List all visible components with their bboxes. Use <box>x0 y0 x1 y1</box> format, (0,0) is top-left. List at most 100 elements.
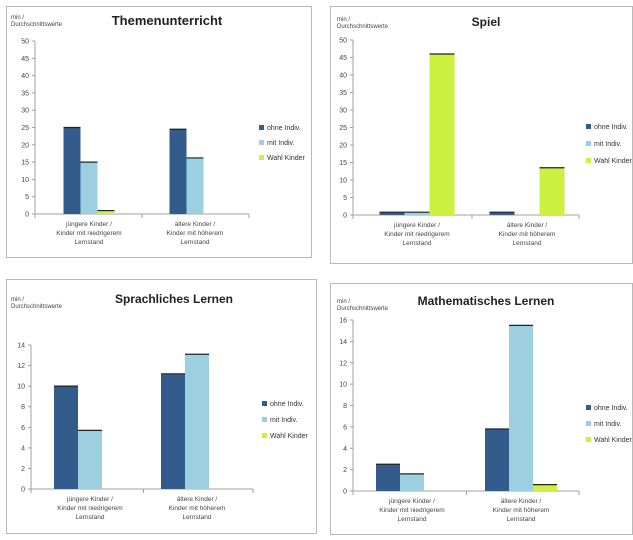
bar-ohne-indiv-2 <box>161 373 185 489</box>
y-tick-label: 5 <box>343 195 347 202</box>
legend-label-mit-indiv: mit Indiv. <box>594 421 622 428</box>
y-tick-label: 20 <box>21 142 29 149</box>
legend-swatch-mit-indiv <box>259 140 264 145</box>
bar-ohne-indiv-2 <box>485 429 509 491</box>
y-tick-label: 14 <box>17 343 25 350</box>
bar-ohne-indiv-2 <box>489 212 515 215</box>
legend-label-mit-indiv: mit Indiv. <box>267 140 295 147</box>
y-tick-label: 10 <box>339 178 347 185</box>
chart-panel-sprachliches-lernen: Sprachliches Lernen min / Durchschnittswer… <box>6 279 317 534</box>
y-axis-label: min / <box>337 17 350 23</box>
x-category-label: Kinder mit niedrigerem <box>379 507 444 514</box>
chart-title: Mathematisches Lernen <box>418 294 555 308</box>
y-tick-label: 8 <box>343 403 347 410</box>
x-category-label: Lernstand <box>398 516 427 523</box>
y-tick-label: 0 <box>343 213 347 220</box>
y-tick-label: 40 <box>339 73 347 80</box>
y-tick-label: 40 <box>21 73 29 80</box>
legend-swatch-wahl-kinder <box>262 433 267 438</box>
y-axis-label: Durchschnittswerte <box>11 22 63 28</box>
y-tick-label: 16 <box>339 318 347 325</box>
legend-label-ohne-indiv: ohne Indiv. <box>594 405 628 412</box>
x-category-label: ältere Kinder / <box>177 496 218 503</box>
chart-panel-spiel: Spiel min / Durchschnittswerte 0 5 10 15 20 25 30… <box>330 6 633 264</box>
bar-wahl-kinder-2 <box>539 167 565 215</box>
bar-mit-indiv-2 <box>185 354 209 489</box>
legend-swatch-wahl-kinder <box>586 437 591 442</box>
x-category-label: jüngere Kinder / <box>66 496 113 503</box>
x-category-label: Kinder mit niedrigerem <box>56 230 121 237</box>
bar-ohne-indiv-1 <box>379 212 405 215</box>
y-tick-label: 15 <box>21 160 29 167</box>
y-tick-label: 12 <box>339 360 347 367</box>
y-tick-label: 0 <box>21 487 25 494</box>
legend-swatch-ohne-indiv <box>586 405 591 410</box>
bar-mit-indiv-2 <box>509 325 533 491</box>
y-tick-label: 50 <box>339 38 347 45</box>
legend-swatch-mit-indiv <box>586 141 591 146</box>
legend-label-ohne-indiv: ohne Indiv. <box>267 125 301 132</box>
bar-ohne-indiv-1 <box>54 386 78 489</box>
y-tick-label: 45 <box>339 55 347 62</box>
y-tick-label: 2 <box>343 467 347 474</box>
y-tick-label: 35 <box>21 90 29 97</box>
y-tick-label: 10 <box>339 382 347 389</box>
chart-panel-themenunterricht: Themenunterricht min / Durchschnittswerte 0… <box>6 6 312 258</box>
legend-swatch-mit-indiv <box>586 421 591 426</box>
y-tick-label: 12 <box>17 363 25 370</box>
legend-swatch-ohne-indiv <box>586 124 591 129</box>
legend-swatch-wahl-kinder <box>259 155 264 160</box>
x-category-label: jüngere Kinder / <box>393 222 440 229</box>
x-category-label: Kinder mit höherem <box>169 505 226 512</box>
y-tick-label: 0 <box>25 212 29 219</box>
y-axis-label: min / <box>11 15 24 21</box>
legend-label-ohne-indiv: ohne Indiv. <box>594 124 628 131</box>
x-category-label: Lernstand <box>181 239 210 246</box>
x-category-label: Lernstand <box>76 514 105 521</box>
y-axis-label: Durchschnittswerte <box>337 306 389 312</box>
chart-svg-sprachliches-lernen: Sprachliches Lernen min /Durchschnittswer… <box>11 292 309 521</box>
y-tick-label: 0 <box>343 489 347 496</box>
chart-title: Spiel <box>472 15 501 29</box>
y-axis-label: Durchschnittswerte <box>11 304 63 310</box>
x-category-label: Lernstand <box>183 514 212 521</box>
bar-mit-indiv-2 <box>186 157 204 214</box>
x-category-label: Lernstand <box>507 516 536 523</box>
x-category-label: jüngere Kinder / <box>388 498 435 505</box>
y-tick-label: 25 <box>21 125 29 132</box>
bar-ohne-indiv-1 <box>63 127 81 214</box>
bar-mit-indiv-1 <box>78 430 102 489</box>
chart-svg-mathematisches-lernen: Mathematisches Lernen min /Durchschnittsw… <box>337 294 633 523</box>
y-tick-label: 6 <box>21 425 25 432</box>
legend-label-wahl-kinder: Wahl Kinder <box>594 158 633 165</box>
x-category-label: ältere Kinder / <box>501 498 542 505</box>
bar-mit-indiv-1 <box>404 212 430 215</box>
legend-swatch-wahl-kinder <box>586 158 591 163</box>
x-category-label: Kinder mit höherem <box>167 230 224 237</box>
legend-label-mit-indiv: mit Indiv. <box>594 141 622 148</box>
bar-ohne-indiv-2 <box>169 129 187 214</box>
bar-ohne-indiv-1 <box>376 464 400 491</box>
y-tick-label: 50 <box>21 39 29 46</box>
y-tick-label: 15 <box>339 160 347 167</box>
y-tick-label: 10 <box>17 384 25 391</box>
x-category-label: Lernstand <box>513 240 542 247</box>
legend-label-wahl-kinder: Wahl Kinder <box>270 433 309 440</box>
x-category-label: Kinder mit niedrigerem <box>384 231 449 238</box>
y-tick-label: 8 <box>21 404 25 411</box>
legend-swatch-ohne-indiv <box>259 125 264 130</box>
legend-swatch-ohne-indiv <box>262 401 267 406</box>
chart-svg-spiel: Spiel min /Durchschnittswerte 0 5 10 15 20 25 30… <box>337 15 633 247</box>
y-tick-label: 30 <box>21 108 29 115</box>
bar-wahl-kinder-2 <box>533 484 557 491</box>
bar-mit-indiv-1 <box>80 162 98 214</box>
y-tick-label: 6 <box>343 424 347 431</box>
x-category-label: ältere Kinder / <box>507 222 548 229</box>
bar-wahl-kinder-1 <box>97 210 115 214</box>
y-tick-label: 4 <box>21 445 25 452</box>
x-category-label: Kinder mit höherem <box>493 507 550 514</box>
legend-swatch-mit-indiv <box>262 417 267 422</box>
bar-wahl-kinder-1 <box>429 54 455 215</box>
legend-label-mit-indiv: mit Indiv. <box>270 417 298 424</box>
chart-title: Themenunterricht <box>112 13 223 28</box>
